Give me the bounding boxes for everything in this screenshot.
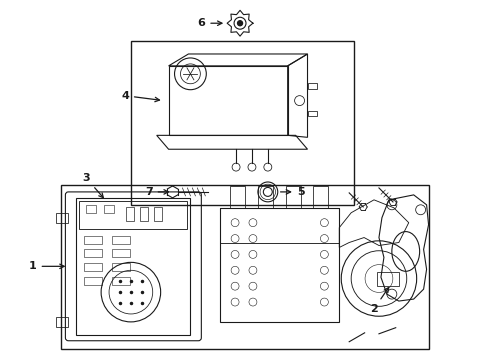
Text: 6: 6 — [197, 18, 222, 28]
Bar — [112, 277, 130, 285]
Bar — [56, 317, 69, 327]
Bar — [220, 208, 339, 322]
Bar — [230, 186, 245, 208]
Circle shape — [238, 21, 243, 26]
Bar — [104, 205, 114, 213]
Bar — [84, 277, 102, 285]
Bar — [308, 83, 318, 89]
Bar — [84, 264, 102, 271]
Bar — [84, 249, 102, 257]
Text: 3: 3 — [82, 173, 103, 198]
Text: 5: 5 — [281, 187, 305, 197]
Bar — [377, 272, 399, 286]
Bar — [314, 186, 328, 208]
Text: 7: 7 — [145, 187, 169, 197]
Text: 4: 4 — [121, 91, 159, 102]
Text: 1: 1 — [29, 261, 64, 271]
Bar — [112, 264, 130, 271]
Bar — [258, 186, 273, 208]
Bar — [286, 186, 300, 208]
Text: 2: 2 — [370, 288, 389, 314]
Bar — [169, 66, 288, 135]
Bar — [220, 208, 339, 243]
Bar — [86, 205, 96, 213]
Bar — [76, 198, 191, 335]
Bar — [56, 213, 69, 223]
Bar — [140, 207, 148, 221]
Bar — [126, 207, 134, 221]
Bar — [112, 235, 130, 243]
Bar — [131, 41, 354, 205]
Bar — [308, 111, 318, 117]
Bar — [154, 207, 162, 221]
Bar — [79, 201, 188, 229]
Bar — [84, 235, 102, 243]
Bar — [61, 185, 429, 349]
Bar — [112, 249, 130, 257]
